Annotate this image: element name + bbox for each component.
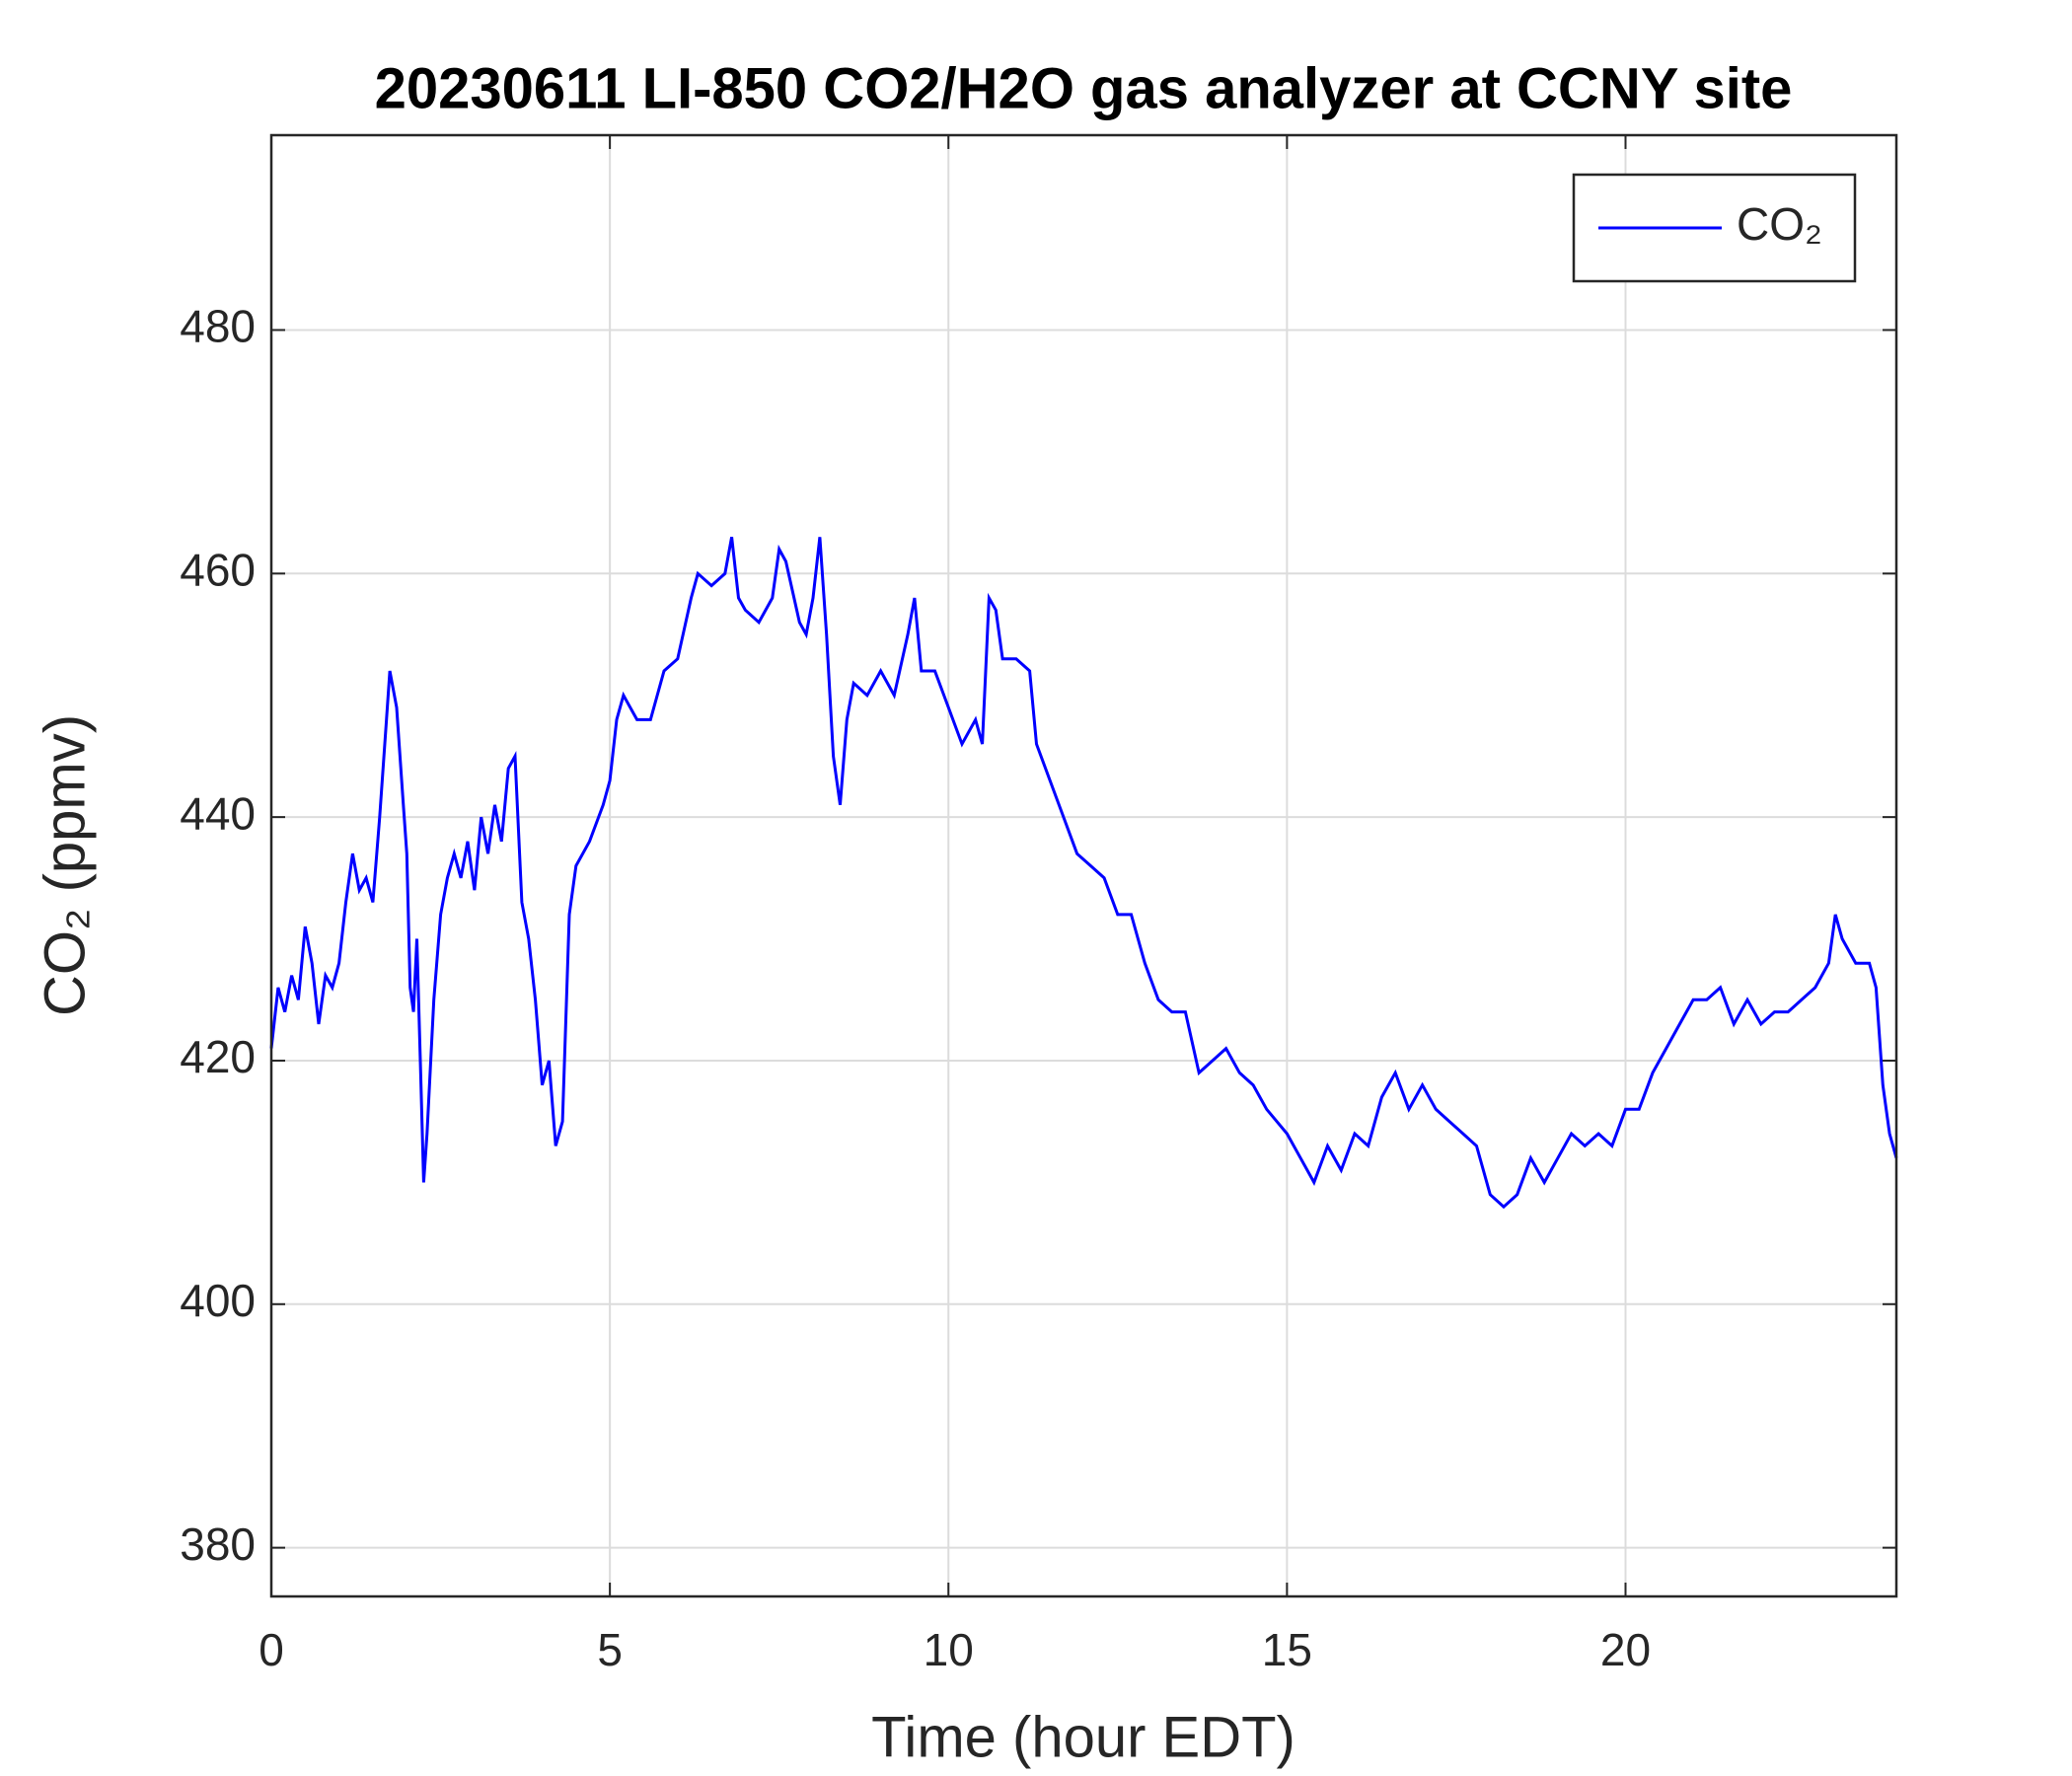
legend-label: CO₂ — [1737, 198, 1822, 250]
plot-frame — [269, 133, 1898, 1598]
x-tick-label: 15 — [1262, 1624, 1312, 1675]
y-tick-label: 380 — [180, 1518, 256, 1570]
y-tick-label: 440 — [180, 787, 256, 839]
x-tick-label: 5 — [597, 1624, 623, 1675]
data-line — [269, 537, 1898, 1210]
x-axis-label: Time (hour EDT) — [871, 1705, 1295, 1769]
y-tick-label: 420 — [180, 1031, 256, 1082]
y-tick-label: 480 — [180, 301, 256, 352]
x-tick-label: 20 — [1600, 1624, 1651, 1675]
x-tick-label: 10 — [924, 1624, 974, 1675]
chart-title: 20230611 LI-850 CO2/H2O gas analyzer at … — [375, 56, 1793, 120]
x-tick-label: 0 — [259, 1624, 284, 1675]
y-tick-label: 460 — [180, 544, 256, 595]
y-tick-label: 400 — [180, 1275, 256, 1326]
y-axis-label: CO₂ (ppmv) — [33, 714, 97, 1016]
